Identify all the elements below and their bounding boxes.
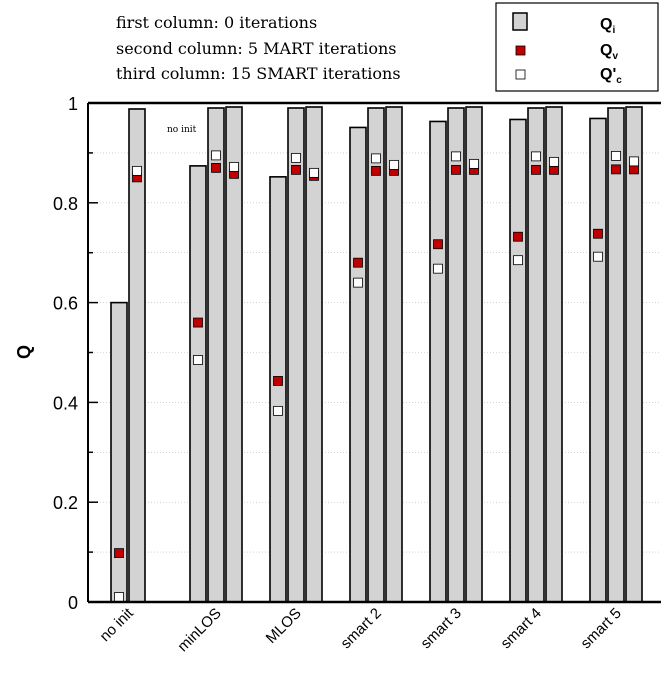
legend-label-qc: Q'c <box>600 66 622 86</box>
y-tick-label: 1 <box>68 94 78 114</box>
annotation-line-2: second column: 5 MART iterations <box>116 39 397 58</box>
point-qc <box>433 263 443 274</box>
point-qv <box>114 548 124 558</box>
point-qc <box>353 277 363 288</box>
markers <box>114 150 639 602</box>
bar-qi <box>545 106 563 603</box>
point-qv <box>193 317 203 328</box>
bar-qi <box>349 126 367 603</box>
point-qc <box>371 153 381 164</box>
bar-qi <box>607 107 625 603</box>
x-tick-label: smart 2 <box>337 605 384 652</box>
legend: Qi Qv Q'c <box>495 2 659 92</box>
grid <box>88 152 661 553</box>
bar-qi <box>625 106 643 603</box>
point-qv <box>593 228 603 239</box>
y-tick-label: 0 <box>68 593 78 613</box>
point-qv <box>513 231 523 242</box>
point-qc <box>132 165 142 176</box>
y-tick-label: 0.2 <box>53 493 78 513</box>
legend-marker-qc <box>515 69 526 80</box>
point-qv <box>353 257 363 268</box>
x-tick-label: smart 5 <box>577 605 624 652</box>
x-tick-label: MLOS <box>263 605 305 647</box>
point-qc <box>114 592 124 602</box>
annotation-line-1: first column: 0 iterations <box>116 13 317 32</box>
x-tick-label: smart 4 <box>497 605 544 652</box>
point-qv <box>273 376 283 386</box>
point-qc <box>389 159 399 170</box>
point-qc <box>629 156 639 167</box>
point-qc <box>611 150 621 161</box>
legend-marker-qv <box>515 45 526 56</box>
bar-qi <box>225 106 243 603</box>
bar-qi <box>269 176 287 603</box>
point-qc <box>451 151 461 162</box>
y-tick-label: 0.8 <box>53 194 78 214</box>
point-qv <box>611 164 621 175</box>
legend-label-qv: Qv <box>600 42 618 62</box>
point-qv <box>211 162 221 173</box>
annotation-line-3: third column: 15 SMART iterations <box>116 64 401 83</box>
x-tick-label: no init <box>97 604 138 645</box>
point-qv <box>291 164 301 175</box>
legend-marker-qi <box>512 12 528 31</box>
bar-qi <box>429 120 447 603</box>
annotations: first column: 0 iterations second column… <box>116 13 401 83</box>
point-qv <box>451 164 461 175</box>
bar-qi <box>367 107 385 603</box>
point-qc <box>273 405 283 416</box>
legend-label-qi: Qi <box>600 16 615 36</box>
bar-qi <box>287 107 305 603</box>
y-axis-label: Q <box>14 345 34 359</box>
no-init-note: no init <box>167 125 197 135</box>
bar-qi <box>128 108 146 603</box>
y-tick-label: 0.4 <box>53 393 78 413</box>
bar-qi <box>207 107 225 603</box>
point-qv <box>531 164 541 175</box>
point-qc <box>513 255 523 266</box>
x-tick-label: minLOS <box>174 605 224 655</box>
bar-qi <box>465 106 483 603</box>
bar-qi <box>589 117 607 603</box>
point-qc <box>193 355 203 365</box>
y-tick-label: 0.6 <box>53 294 78 314</box>
bars <box>110 106 643 603</box>
point-qc <box>291 152 301 163</box>
point-qc <box>309 167 319 178</box>
bar-qi <box>189 165 207 603</box>
point-qc <box>229 161 239 172</box>
bar-qi <box>385 106 403 603</box>
bar-qi <box>509 118 527 603</box>
bar-qi <box>527 107 545 603</box>
bar-qi <box>305 106 323 603</box>
point-qv <box>371 165 381 176</box>
point-qv <box>433 239 443 250</box>
point-qc <box>549 156 559 167</box>
point-qc <box>531 151 541 162</box>
point-qc <box>593 251 603 262</box>
point-qc <box>211 150 221 161</box>
bar-qi <box>447 107 465 603</box>
point-qc <box>469 158 479 169</box>
x-tick-label: smart 3 <box>417 605 464 652</box>
